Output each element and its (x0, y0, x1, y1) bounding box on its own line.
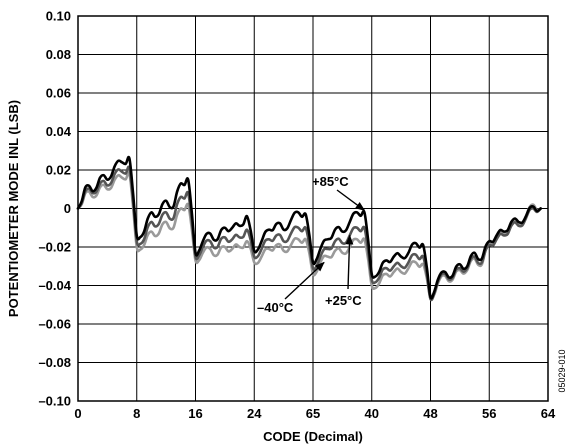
y-tick-label: 0.08 (46, 47, 71, 62)
x-tick-label: 56 (482, 406, 496, 421)
y-tick-label: 0 (64, 201, 71, 216)
y-tick-label: 0.04 (46, 124, 72, 139)
annotation-arrow (345, 234, 354, 290)
data-series (76, 155, 542, 302)
annotation-label: +25°C (325, 293, 362, 308)
grid-lines (77, 15, 549, 402)
y-axis-title: POTENTIOMETER MODE INL (LSB) (6, 100, 21, 317)
annotation-label: +85°C (312, 174, 349, 189)
y-tick-label: 0.10 (46, 9, 71, 24)
y-tick-label: 0.02 (46, 163, 71, 178)
annotation-label: –40°C (257, 300, 294, 315)
y-tick-labels: 0.10 0.08 0.06 0.04 0.02 0 –0.02 –0.04 –0.06 –0.0… (38, 9, 71, 409)
annotation-arrow (284, 261, 325, 300)
x-tick-label: 48 (423, 406, 437, 421)
x-tick-label: 24 (247, 406, 262, 421)
y-tick-label: –0.10 (38, 394, 71, 409)
x-tick-label: 8 (133, 406, 140, 421)
y-tick-label: –0.02 (38, 240, 71, 255)
annotation-arrow (336, 189, 366, 211)
x-tick-label: 40 (365, 406, 379, 421)
y-tick-label: –0.04 (38, 278, 71, 293)
x-tick-label: 16 (188, 406, 202, 421)
x-tick-labels: 0 8 16 24 65 40 48 56 64 (74, 406, 556, 421)
figure-id: 05029-010 (557, 349, 567, 392)
y-tick-label: –0.08 (38, 355, 71, 370)
x-tick-label: 0 (74, 406, 81, 421)
x-axis-title: CODE (Decimal) (263, 429, 363, 444)
y-tick-label: –0.06 (38, 317, 71, 332)
y-tick-label: 0.06 (46, 86, 71, 101)
x-tick-label: 64 (541, 406, 556, 421)
annotations: +85°C +25°C –40°C (257, 174, 366, 315)
x-tick-label: 65 (306, 406, 320, 421)
series-line (76, 155, 542, 300)
